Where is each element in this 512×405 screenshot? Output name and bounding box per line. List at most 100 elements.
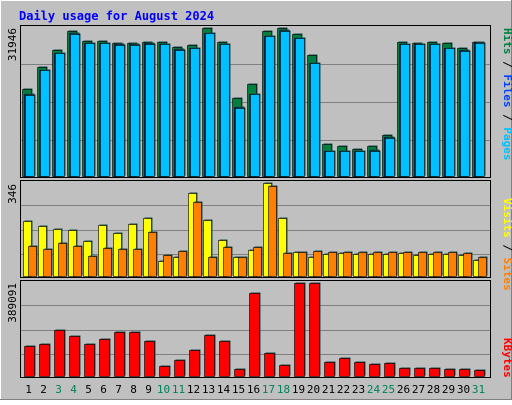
x-label-day-1: 1 xyxy=(25,383,32,396)
x-label-day-10: 10 xyxy=(157,383,170,396)
bar-sites-4 xyxy=(73,246,82,277)
bar-sites-20 xyxy=(313,251,322,277)
bar-sites-1 xyxy=(28,246,37,277)
bar-sites-26 xyxy=(403,252,412,277)
bar-kbytes-18 xyxy=(279,365,290,377)
bar-pages-13 xyxy=(205,33,215,177)
x-label-day-3: 3 xyxy=(55,383,62,396)
bar-kbytes-31 xyxy=(474,370,485,377)
bar-sites-16 xyxy=(253,247,262,277)
bar-pages-22 xyxy=(340,151,350,177)
bar-sites-9 xyxy=(148,232,157,277)
bar-sites-23 xyxy=(358,252,367,277)
bar-sites-31 xyxy=(478,257,487,277)
bar-kbytes-8 xyxy=(129,332,140,377)
legend-sep-3: / xyxy=(501,244,512,251)
x-label-day-22: 22 xyxy=(337,383,350,396)
bar-sites-28 xyxy=(433,252,442,277)
bar-sites-12 xyxy=(193,202,202,277)
bar-pages-8 xyxy=(130,45,140,177)
right-label-hits-panel: Hits / Files / Pages xyxy=(501,28,512,161)
bars-hits-group xyxy=(22,27,486,177)
x-label-day-24: 24 xyxy=(367,383,381,396)
bar-pages-21 xyxy=(325,151,335,177)
bar-pages-5 xyxy=(85,43,95,177)
bar-sites-18 xyxy=(283,253,292,277)
legend-pages: Pages xyxy=(501,127,512,160)
bar-pages-28 xyxy=(430,44,440,177)
bar-pages-25 xyxy=(385,138,395,177)
legend-files: Files xyxy=(501,74,512,107)
x-label-day-15: 15 xyxy=(232,383,245,396)
legend-visits: Visits xyxy=(501,198,512,238)
bar-pages-9 xyxy=(145,44,155,177)
bar-kbytes-22 xyxy=(339,358,350,377)
bar-kbytes-1 xyxy=(24,346,35,377)
bar-pages-15 xyxy=(235,108,245,177)
y-max-label-kbytes: 389091 xyxy=(6,283,19,323)
bar-kbytes-4 xyxy=(69,336,80,377)
x-label-day-21: 21 xyxy=(322,383,335,396)
bar-pages-26 xyxy=(400,44,410,177)
bar-sites-11 xyxy=(178,251,187,277)
x-label-day-20: 20 xyxy=(307,383,320,396)
bar-kbytes-6 xyxy=(99,339,110,377)
x-label-day-8: 8 xyxy=(130,383,137,396)
x-label-day-16: 16 xyxy=(247,383,260,396)
bar-kbytes-19 xyxy=(294,283,305,377)
bar-pages-29 xyxy=(445,48,455,177)
x-label-day-29: 29 xyxy=(442,383,455,396)
bar-sites-29 xyxy=(448,252,457,277)
bar-kbytes-9 xyxy=(144,341,155,377)
bar-pages-2 xyxy=(40,70,50,177)
x-label-day-9: 9 xyxy=(145,383,152,396)
bar-kbytes-11 xyxy=(174,360,185,377)
bar-visits-13 xyxy=(203,220,212,277)
legend-kbytes: KBytes xyxy=(501,338,512,378)
bar-sites-3 xyxy=(58,243,67,277)
bar-sites-15 xyxy=(238,257,247,277)
bar-kbytes-28 xyxy=(429,368,440,377)
bar-pages-17 xyxy=(265,36,275,177)
bar-kbytes-17 xyxy=(264,353,275,377)
x-label-day-13: 13 xyxy=(202,383,215,396)
bar-kbytes-23 xyxy=(354,362,365,377)
chart-title: Daily usage for August 2024 xyxy=(19,9,214,23)
legend-sites: Sites xyxy=(501,258,512,291)
legend-sep-2: / xyxy=(501,114,512,121)
bar-kbytes-16 xyxy=(249,293,260,377)
bar-kbytes-13 xyxy=(204,335,215,377)
x-label-day-6: 6 xyxy=(100,383,107,396)
x-label-day-7: 7 xyxy=(115,383,122,396)
bar-kbytes-10 xyxy=(159,366,170,377)
bar-pages-19 xyxy=(295,38,305,177)
x-label-day-5: 5 xyxy=(85,383,92,396)
x-label-day-25: 25 xyxy=(382,383,395,396)
bar-visits-18 xyxy=(278,218,287,277)
bar-pages-24 xyxy=(370,151,380,177)
bar-sites-21 xyxy=(328,252,337,277)
x-label-day-2: 2 xyxy=(40,383,47,396)
bar-kbytes-3 xyxy=(54,330,65,377)
bar-sites-27 xyxy=(418,252,427,277)
bar-kbytes-25 xyxy=(384,363,395,377)
right-label-kbytes-panel: KBytes xyxy=(501,338,512,378)
x-label-day-11: 11 xyxy=(172,383,185,396)
y-max-label-visits: 346 xyxy=(6,184,19,204)
bar-pages-23 xyxy=(355,151,365,177)
bar-pages-10 xyxy=(160,44,170,177)
bar-pages-3 xyxy=(55,53,65,177)
bar-kbytes-27 xyxy=(414,368,425,377)
x-label-day-26: 26 xyxy=(397,383,410,396)
bar-kbytes-5 xyxy=(84,344,95,377)
bars-kbytes-group xyxy=(24,282,486,377)
bar-pages-20 xyxy=(310,63,320,177)
bar-pages-31 xyxy=(475,43,485,177)
bar-sites-19 xyxy=(298,252,307,277)
x-label-day-12: 12 xyxy=(187,383,200,396)
x-label-day-19: 19 xyxy=(292,383,305,396)
x-label-day-23: 23 xyxy=(352,383,365,396)
bar-pages-30 xyxy=(460,51,470,177)
bar-kbytes-24 xyxy=(369,364,380,377)
bars-visits-group xyxy=(23,182,488,277)
